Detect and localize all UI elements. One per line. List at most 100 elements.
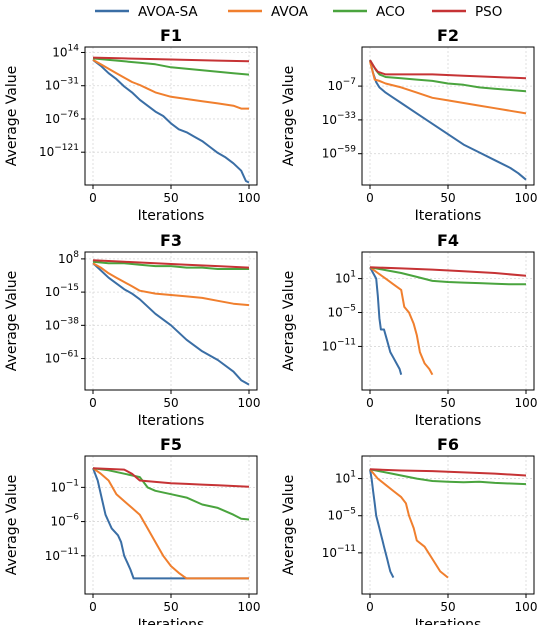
- y-tick-base: 10: [327, 79, 342, 93]
- series-line-pso: [92, 259, 250, 269]
- y-tick-base: 10: [45, 352, 60, 366]
- x-tick-label: 100: [238, 600, 261, 614]
- series-line-pso: [92, 467, 250, 488]
- y-tick-label: 10−7: [327, 77, 356, 93]
- subplot-title: F2: [437, 26, 459, 45]
- y-tick-label: 101: [335, 470, 356, 486]
- y-tick-exponent: −7: [343, 77, 356, 87]
- series-line-pso: [369, 59, 527, 80]
- y-tick-base: 10: [50, 480, 65, 494]
- y-tick-exponent: −15: [60, 283, 79, 293]
- y-tick-exponent: −6: [66, 513, 80, 523]
- subplot-f3: 0 50 10010810−1510−3810−61F3IterationsAver…: [4, 231, 260, 429]
- x-tick-label: 100: [238, 396, 261, 410]
- y-axis-label: Average Value: [281, 66, 297, 166]
- y-tick-label: 108: [58, 250, 79, 266]
- x-tick-label: 0: [366, 191, 374, 205]
- series-line-aco: [92, 260, 249, 270]
- series-line-pso: [369, 266, 527, 277]
- y-tick-base: 10: [45, 79, 60, 93]
- x-axis-label: Iterations: [415, 208, 482, 224]
- y-tick-exponent: −61: [60, 350, 79, 360]
- y-tick-base: 10: [322, 546, 337, 560]
- y-tick-base: 10: [45, 549, 60, 563]
- y-tick-base: 10: [322, 147, 337, 161]
- x-tick-label: 100: [515, 191, 538, 205]
- y-tick-label: 10−38: [45, 316, 80, 332]
- x-tick-label: 50: [163, 191, 178, 205]
- y-tick-exponent: −11: [337, 544, 356, 554]
- x-tick-label: 100: [238, 191, 261, 205]
- series-line-avoa: [369, 468, 449, 579]
- y-tick-base: 10: [39, 145, 54, 159]
- subplot-f1: 0 50 100101410−3110−7610−121F1IterationsAv…: [4, 26, 260, 224]
- x-tick-label: 100: [515, 600, 538, 614]
- x-tick-label: 50: [163, 600, 178, 614]
- x-axis-label: Iterations: [138, 208, 205, 224]
- y-tick-label: 10−5: [327, 304, 356, 320]
- series-line-avoa: [92, 467, 249, 580]
- x-tick-label: 50: [440, 600, 455, 614]
- y-tick-base: 10: [322, 113, 337, 127]
- x-tick-label: 0: [89, 191, 97, 205]
- series-line-avoa-sa: [92, 467, 249, 580]
- y-tick-exponent: −33: [337, 111, 356, 121]
- y-axis-label: Average Value: [4, 66, 20, 166]
- y-tick-base: 10: [45, 318, 60, 332]
- x-tick-label: 50: [440, 396, 455, 410]
- y-tick-exponent: 1: [350, 470, 356, 480]
- y-tick-base: 10: [335, 472, 350, 486]
- series-line-avoa-sa: [92, 262, 250, 386]
- series-line-avoa: [92, 59, 249, 110]
- y-tick-label: 10−11: [322, 544, 356, 560]
- x-tick-label: 50: [440, 191, 455, 205]
- subplot-title: F3: [160, 231, 182, 250]
- x-tick-label: 0: [366, 600, 374, 614]
- series-line-avoa: [369, 266, 434, 376]
- y-tick-exponent: −1: [66, 478, 79, 488]
- series-line-aco: [369, 266, 526, 286]
- series-line-avoa-sa: [369, 266, 403, 375]
- y-tick-exponent: 1: [350, 270, 356, 280]
- subplot-title: F4: [437, 231, 459, 250]
- y-tick-label: 10−31: [45, 77, 79, 93]
- y-tick-label: 10−6: [50, 513, 79, 529]
- x-tick-label: 0: [89, 396, 97, 410]
- y-tick-base: 10: [45, 112, 60, 126]
- series-line-avoa: [369, 61, 527, 115]
- y-tick-exponent: −5: [343, 304, 356, 314]
- y-tick-exponent: −59: [337, 145, 356, 155]
- y-tick-base: 10: [58, 252, 73, 266]
- legend-label: PSO: [475, 4, 502, 20]
- y-tick-label: 10−121: [39, 143, 79, 159]
- legend-label: AVOA-SA: [138, 4, 198, 20]
- y-tick-base: 10: [50, 515, 65, 529]
- series-line-aco: [92, 57, 250, 76]
- legend-label: ACO: [376, 4, 405, 20]
- series-line-avoa-sa: [92, 59, 250, 184]
- y-tick-exponent: −5: [343, 507, 356, 517]
- y-tick-base: 10: [45, 285, 60, 299]
- y-tick-exponent: −31: [60, 77, 79, 87]
- y-tick-exponent: −11: [60, 547, 79, 557]
- y-tick-base: 10: [327, 509, 342, 523]
- y-tick-base: 10: [327, 306, 342, 320]
- x-axis-label: Iterations: [415, 413, 482, 429]
- x-axis-label: Iterations: [138, 413, 205, 429]
- y-tick-exponent: 8: [73, 250, 79, 260]
- series-line-avoa-sa: [369, 59, 527, 181]
- y-tick-exponent: −11: [337, 337, 356, 347]
- series-line-avoa: [92, 262, 250, 307]
- y-tick-exponent: −121: [54, 143, 79, 153]
- legend-label: AVOA: [271, 4, 309, 20]
- y-tick-label: 10−11: [45, 547, 79, 563]
- y-tick-exponent: 14: [68, 43, 80, 53]
- legend: AVOA-SA AVOA ACO PSO: [95, 4, 502, 20]
- y-tick-label: 10−76: [45, 110, 80, 126]
- subplot-f2: 0 50 10010−710−3310−59F2IterationsAverage …: [281, 26, 537, 224]
- series-line-aco: [369, 468, 527, 486]
- y-tick-exponent: −38: [60, 316, 79, 326]
- subplot-title: F5: [160, 435, 182, 454]
